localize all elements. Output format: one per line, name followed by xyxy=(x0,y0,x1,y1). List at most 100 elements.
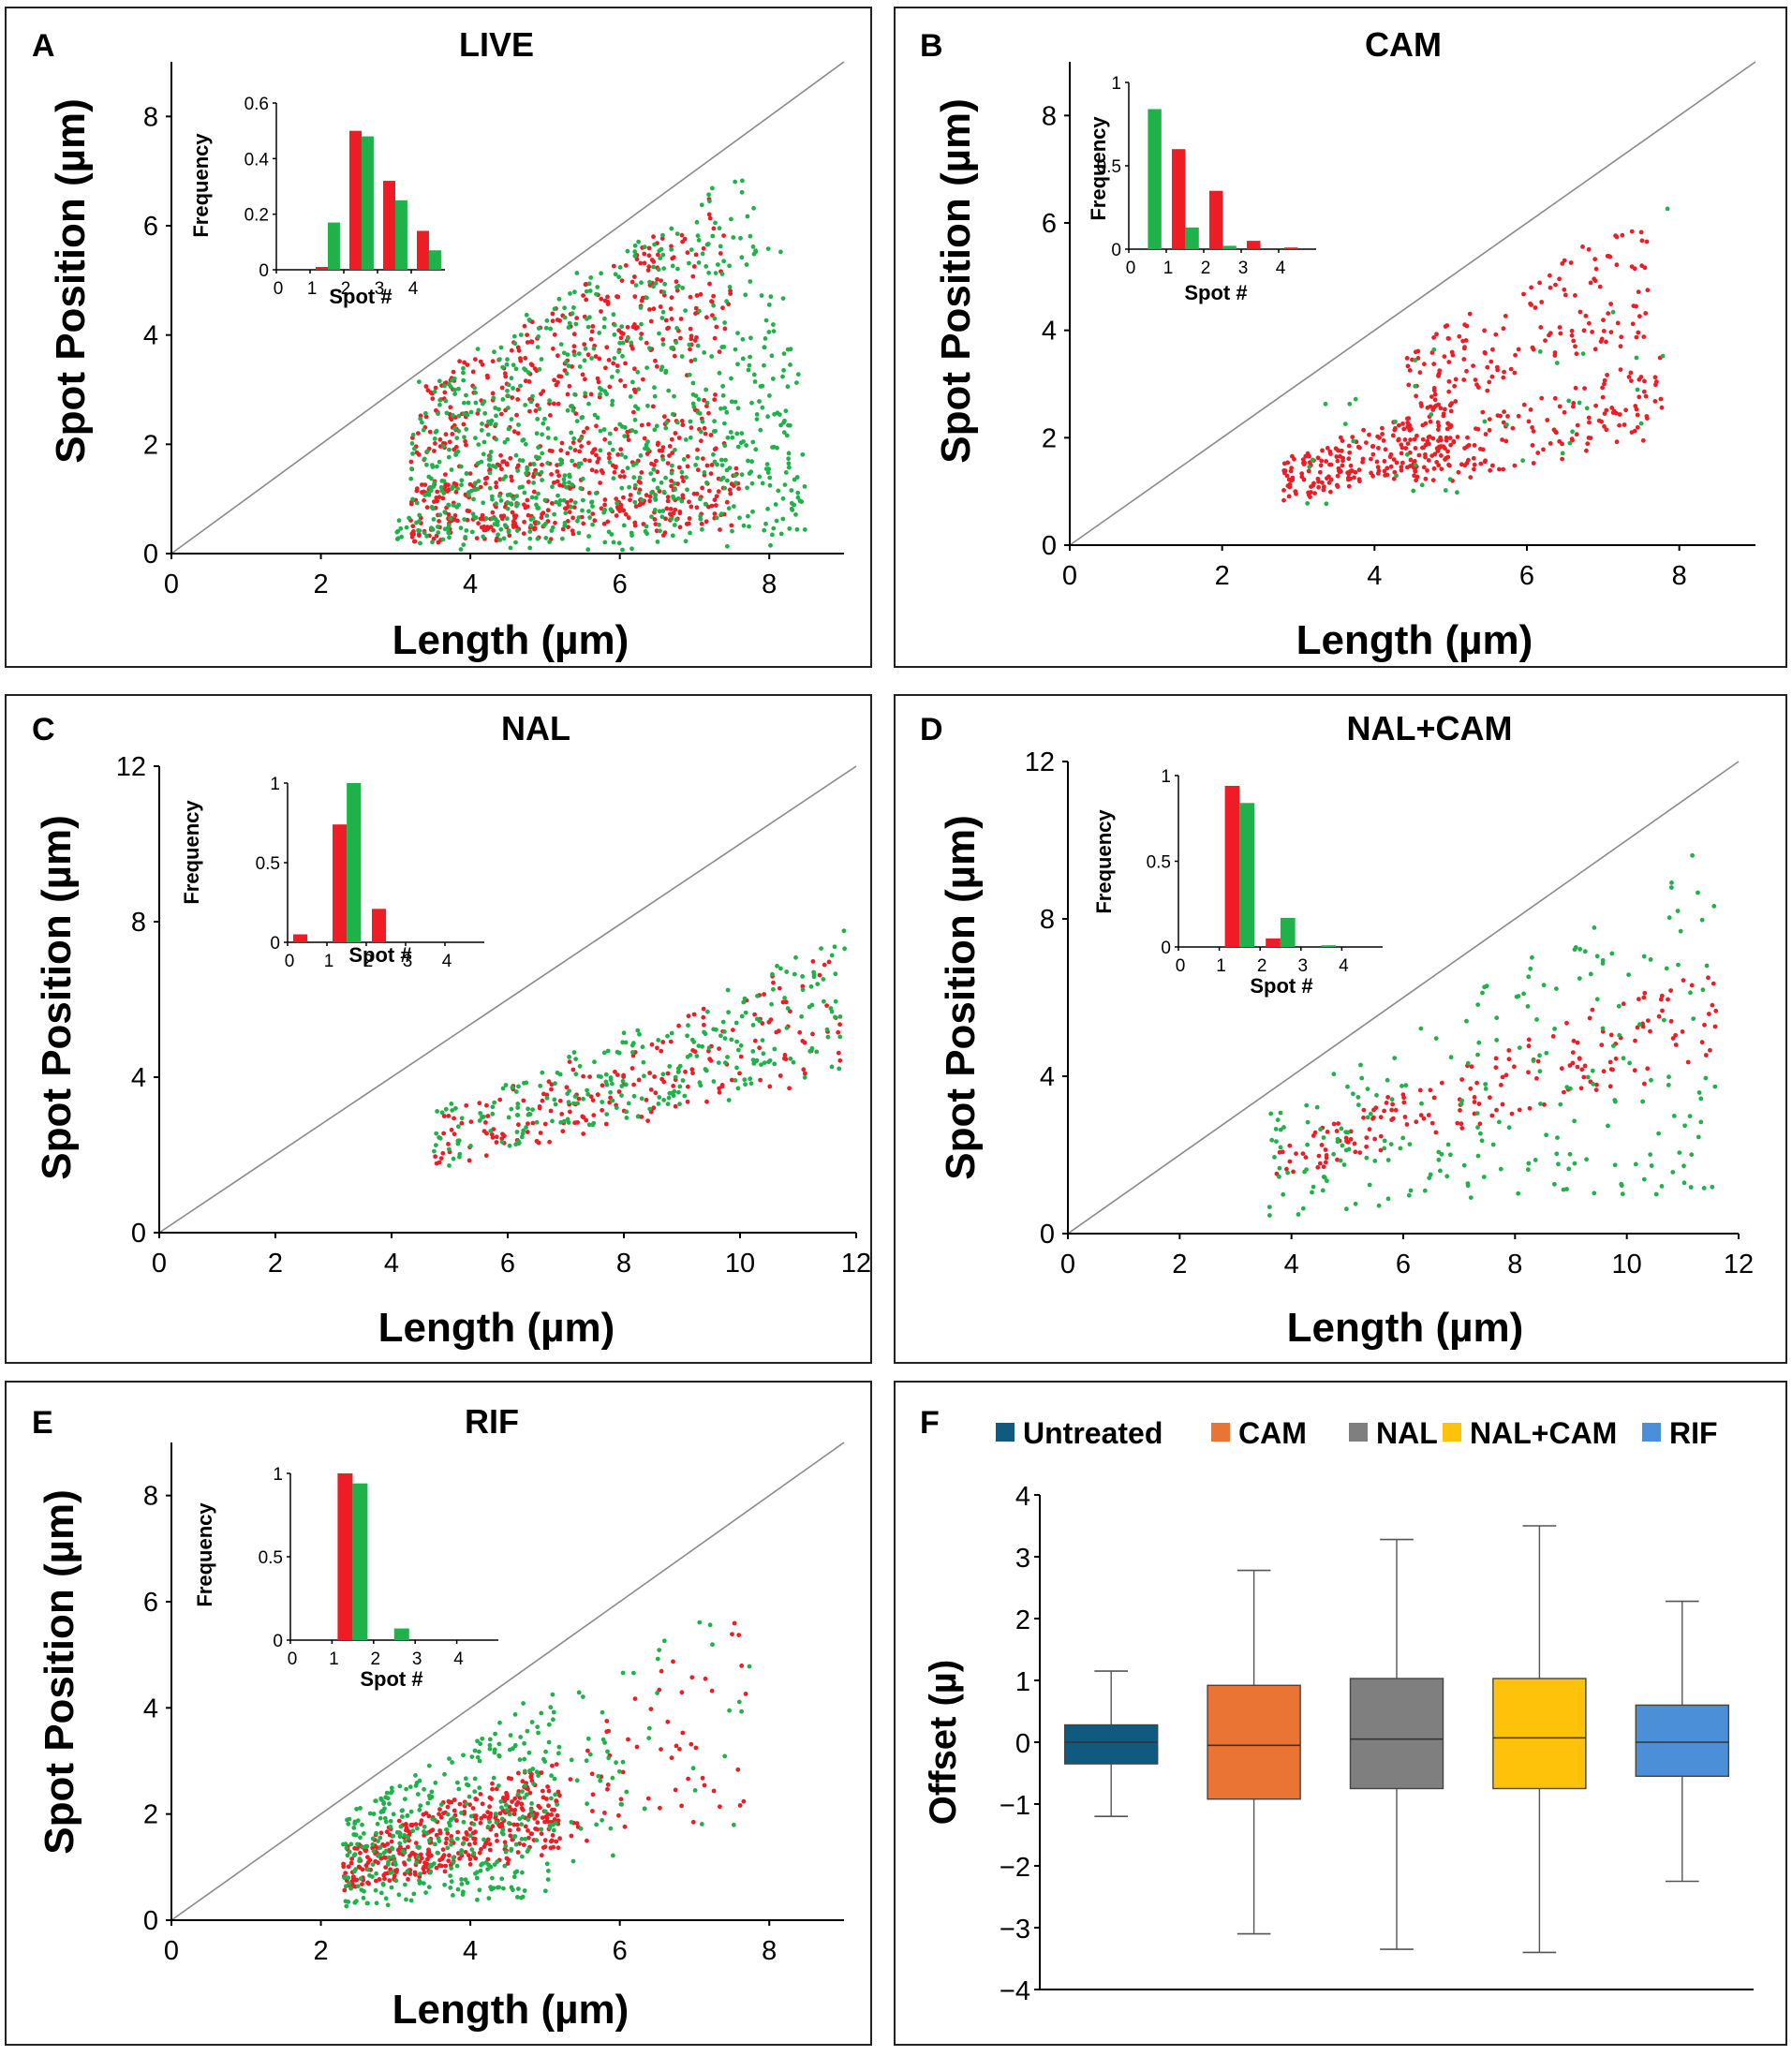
scatter-point xyxy=(459,1120,465,1126)
scatter-point xyxy=(1510,425,1516,431)
scatter-point xyxy=(1638,229,1644,235)
scatter-point xyxy=(531,489,537,495)
scatter-point xyxy=(712,316,718,321)
scatter-point xyxy=(588,392,594,397)
scatter-point xyxy=(1670,1036,1676,1041)
scatter-point xyxy=(461,370,466,376)
scatter-point xyxy=(1508,366,1514,372)
scatter-point xyxy=(651,477,657,482)
scatter-point xyxy=(442,1882,447,1887)
scatter-point xyxy=(1569,333,1575,338)
scatter-point xyxy=(676,1089,681,1095)
scatter-point xyxy=(498,452,503,458)
scatter-point xyxy=(1418,401,1424,407)
scatter-point xyxy=(522,1768,527,1774)
scatter-point xyxy=(551,346,555,351)
scatter-point xyxy=(565,451,570,456)
scatter-point xyxy=(1614,262,1620,268)
scatter-point xyxy=(358,1850,363,1856)
scatter-point xyxy=(560,1129,566,1134)
scatter-point xyxy=(506,406,511,410)
scatter-point xyxy=(1320,448,1325,453)
scatter-point xyxy=(837,1058,843,1063)
scatter-point xyxy=(1642,378,1647,384)
scatter-point xyxy=(642,436,647,441)
scatter-point xyxy=(771,980,776,985)
scatter-point xyxy=(418,1852,423,1857)
scatter-point xyxy=(633,429,638,435)
scatter-point xyxy=(564,1085,570,1090)
scatter-point xyxy=(1512,463,1518,468)
scatter-point xyxy=(510,1085,515,1090)
scatter-point xyxy=(448,1823,452,1828)
scatter-point xyxy=(1320,1188,1325,1193)
scatter-point xyxy=(461,1753,466,1758)
scatter-point xyxy=(681,457,687,462)
scatter-point xyxy=(580,415,585,420)
scatter-point xyxy=(599,468,604,473)
scatter-point xyxy=(787,526,792,531)
scatter-point xyxy=(802,1071,807,1076)
scatter-point xyxy=(441,1853,447,1858)
scatter-point xyxy=(1501,326,1506,332)
scatter-point xyxy=(542,1844,548,1850)
scatter-point xyxy=(672,1088,677,1094)
scatter-point xyxy=(1339,448,1344,453)
scatter-point xyxy=(472,1776,478,1782)
scatter-point xyxy=(599,296,604,302)
scatter-point xyxy=(508,545,513,551)
scatter-point xyxy=(707,199,712,204)
scatter-point xyxy=(490,1111,496,1117)
scatter-point xyxy=(1616,1003,1622,1009)
scatter-point xyxy=(611,540,616,545)
scatter-point xyxy=(578,1826,584,1831)
scatter-point xyxy=(1361,1107,1367,1113)
scatter-point xyxy=(1641,954,1647,959)
scatter-point xyxy=(1547,333,1551,338)
scatter-point xyxy=(344,1845,349,1851)
scatter-point xyxy=(703,501,708,507)
scatter-point xyxy=(590,522,595,527)
scatter-point xyxy=(666,388,672,393)
scatter-point xyxy=(359,1887,364,1892)
scatter-point xyxy=(506,393,511,399)
scatter-point xyxy=(1321,1135,1326,1140)
scatter-point xyxy=(689,336,694,342)
scatter-point xyxy=(712,447,718,452)
scatter-point xyxy=(444,410,450,416)
scatter-point xyxy=(601,521,607,526)
scatter-point xyxy=(604,392,609,397)
scatter-point xyxy=(426,1847,431,1853)
scatter-point xyxy=(507,533,512,539)
scatter-point xyxy=(1462,446,1467,451)
scatter-point xyxy=(1404,356,1410,361)
scatter-point xyxy=(490,1781,495,1786)
scatter-point xyxy=(1287,481,1293,487)
scatter-point xyxy=(685,487,689,493)
scatter-point xyxy=(1548,441,1553,446)
scatter-point xyxy=(515,387,521,392)
scatter-point xyxy=(391,1812,396,1817)
scatter-point xyxy=(450,377,454,383)
scatter-point xyxy=(1351,438,1356,444)
scatter-point xyxy=(469,1847,475,1852)
scatter-point xyxy=(680,286,686,290)
inset-y-tick-label: 0 xyxy=(273,1632,283,1651)
scatter-point xyxy=(1682,1123,1687,1129)
scatter-point xyxy=(528,517,534,522)
scatter-point xyxy=(449,1834,454,1839)
diagonal-line xyxy=(1067,761,1740,1235)
scatter-point xyxy=(732,504,736,509)
inset-x-tick-label: 3 xyxy=(375,279,385,299)
scatter-point xyxy=(772,1061,778,1067)
scatter-point xyxy=(534,1812,540,1816)
scatter-point xyxy=(511,1834,516,1840)
scatter-point xyxy=(1554,361,1560,365)
scatter-point xyxy=(738,235,743,241)
scatter-point xyxy=(377,1877,382,1882)
scatter-point xyxy=(837,1034,843,1040)
scatter-point xyxy=(569,1819,574,1825)
scatter-point xyxy=(728,491,733,496)
scatter-point xyxy=(520,1870,525,1875)
scatter-point xyxy=(670,263,675,269)
